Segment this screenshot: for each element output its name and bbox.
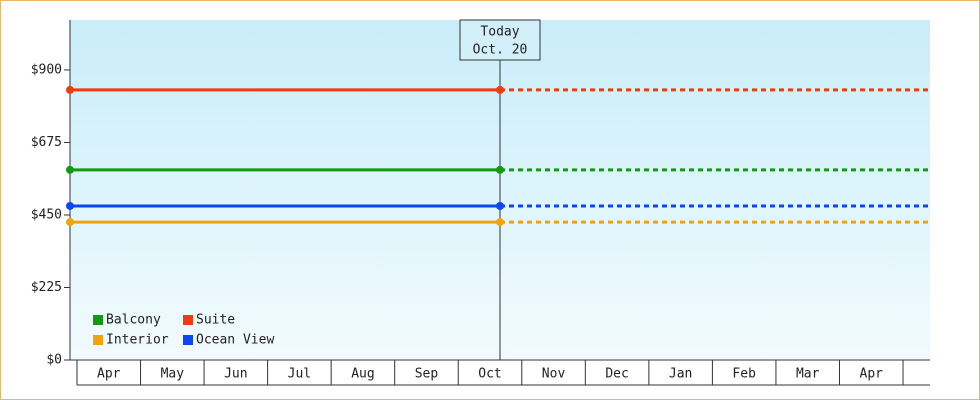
x-tick-label: Feb: [732, 367, 756, 382]
y-tick-label: $900: [31, 62, 62, 77]
legend-swatch: [183, 315, 193, 325]
series-point: [66, 201, 74, 210]
x-tick-label: Dec: [605, 367, 628, 382]
legend-label: Interior: [106, 333, 169, 348]
x-tick-label: Jun: [224, 367, 247, 382]
series-point: [496, 218, 504, 227]
legend-label: Ocean View: [196, 333, 274, 348]
y-tick-label: $450: [31, 207, 62, 222]
series-point: [496, 201, 504, 210]
series-point: [66, 85, 74, 94]
x-tick-label: Jan: [669, 367, 692, 382]
series-point: [66, 218, 74, 227]
x-tick-label: May: [161, 367, 185, 382]
today-box: [459, 19, 541, 61]
x-tick-label: Oct: [478, 367, 501, 382]
y-tick-label: $225: [31, 280, 62, 295]
series-point: [496, 165, 504, 174]
x-tick-label: Jul: [288, 367, 311, 382]
series-point: [66, 165, 74, 174]
x-tick-label: Mar: [796, 367, 820, 382]
x-tick-label: Apr: [860, 367, 884, 382]
x-tick-label: Nov: [542, 367, 566, 382]
today-date: Oct. 20: [473, 43, 528, 58]
y-tick-label: $0: [46, 353, 62, 368]
y-tick-label: $675: [31, 135, 62, 150]
today-label: Today: [480, 25, 519, 40]
legend-swatch: [93, 315, 103, 325]
series-point: [496, 85, 504, 94]
legend-label: Balcony: [106, 313, 161, 328]
legend-label: Suite: [196, 313, 235, 328]
x-tick-label: Apr: [97, 367, 121, 382]
legend-swatch: [183, 335, 193, 345]
x-tick-label: Sep: [415, 367, 439, 382]
legend-swatch: [93, 335, 103, 345]
x-tick-label: Aug: [351, 367, 374, 382]
